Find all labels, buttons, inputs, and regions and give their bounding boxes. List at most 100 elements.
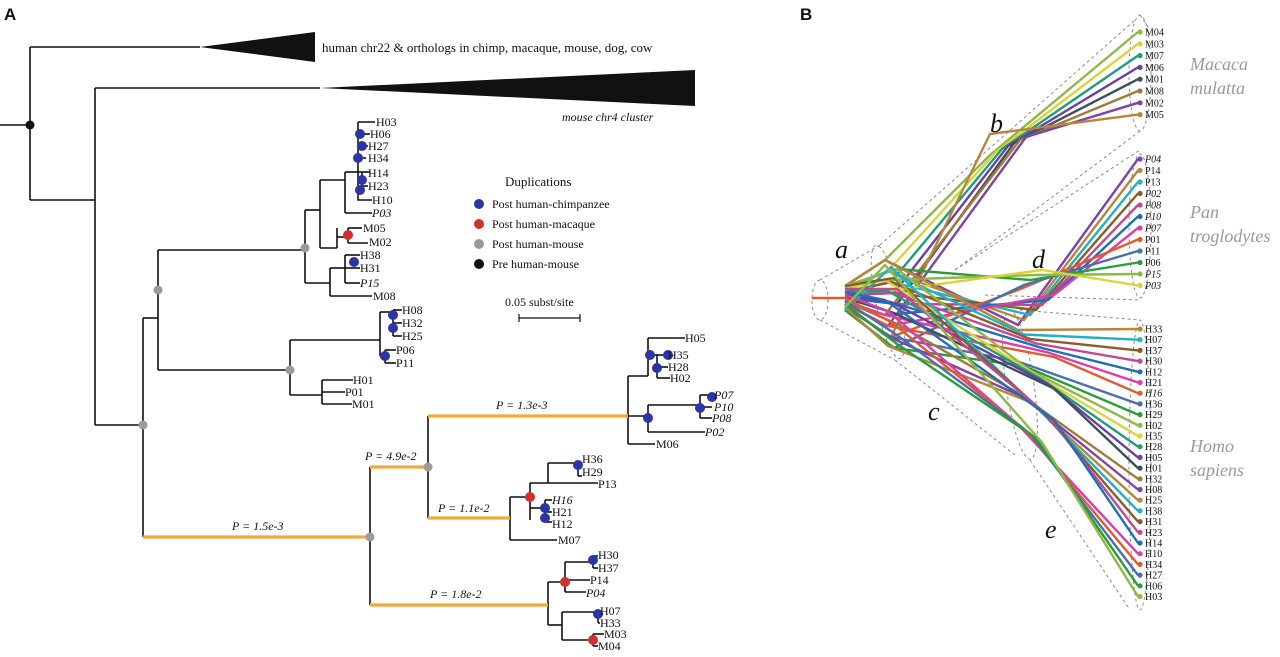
lineage-line [844, 267, 1139, 427]
leaf-label: P15 [1144, 270, 1161, 281]
leaf-dot [1137, 202, 1143, 208]
lineage-line [844, 299, 1139, 576]
lineage-line [844, 303, 1139, 587]
leaf-label: H33 [1145, 325, 1162, 336]
species-label-chimp: Pan troglodytes [1189, 202, 1270, 246]
segment-label-d: d [1032, 245, 1046, 274]
leaf-label: P14 [590, 573, 609, 587]
leaf-dot [1137, 76, 1143, 82]
leaf-label: P03 [371, 206, 391, 220]
pvalue-label: P = 1.5e-3 [231, 519, 284, 533]
pvalue-label: P = 1.1e-2 [437, 501, 490, 515]
leaf-label: M07 [1145, 51, 1164, 62]
leaf-label: H16 [1144, 389, 1162, 400]
leaf-label: H37 [1145, 346, 1162, 357]
leaf-label: P13 [598, 477, 617, 491]
leaf-label: H06 [1145, 581, 1162, 592]
leaf-label: H01 [1145, 464, 1162, 475]
leaf-label: M06 [656, 437, 679, 451]
leaf-label: P06 [1145, 258, 1161, 269]
legend-swatch-gray [474, 239, 484, 249]
legend-title: Duplications [505, 174, 571, 189]
legend: Duplications Post human-chimpanzee Post … [474, 174, 610, 271]
leaf-dot [1137, 422, 1143, 428]
duplication-markers [25, 120, 717, 645]
leaf-label: H02 [670, 371, 691, 385]
leaf-label: H23 [1145, 528, 1162, 539]
leaf-label: M02 [369, 235, 392, 249]
leaf-dot [1137, 64, 1143, 70]
pvalue-labels: P = 1.5e-3 P = 4.9e-2 P = 1.3e-3 P = 1.1… [231, 398, 548, 601]
lineage-line [844, 258, 1139, 332]
panel-b-label: B [800, 5, 812, 24]
leaf-dot [1137, 390, 1143, 396]
leaf-label: H07 [600, 604, 621, 618]
leaf-dot [1137, 271, 1143, 277]
leaf-label: H31 [360, 261, 381, 275]
scale-label: 0.05 subst/site [505, 295, 574, 309]
top-clade-label: human chr22 & orthologs in chimp, macaqu… [322, 40, 653, 55]
leaf-label: M04 [598, 639, 621, 653]
leaf-dot [1137, 337, 1143, 343]
leaf-label: H27 [1145, 571, 1162, 582]
leaf-label: P02 [1144, 189, 1161, 200]
leaf-dot [1137, 259, 1143, 266]
lineage-line [845, 287, 1139, 534]
leaf-label: M01 [352, 397, 375, 411]
leaf-label: H29 [1145, 410, 1162, 421]
leaf-label: P03 [1144, 281, 1161, 292]
lineage-line [844, 296, 1139, 373]
legend-label: Post human-chimpanzee [492, 197, 610, 211]
leaf-label: P10 [1144, 212, 1161, 223]
leaf-dot [1137, 190, 1143, 197]
leaf-label: P14 [1145, 166, 1161, 177]
leaf-dot [1137, 358, 1143, 364]
leaf-dot [1137, 401, 1143, 407]
leaf-label: H35 [668, 348, 689, 362]
leaf-label: P01 [345, 385, 364, 399]
leaf-dot [1137, 156, 1143, 162]
leaf-label: M07 [558, 533, 581, 547]
leaf-label: P07 [1144, 224, 1162, 235]
segment-label-c: c [928, 397, 940, 426]
lineage-line [844, 293, 1139, 555]
leaf-label: H05 [685, 331, 706, 345]
leaf-label: H36 [1145, 399, 1162, 410]
leaf-label: H30 [1145, 357, 1162, 368]
leaf-dot [1137, 369, 1143, 375]
leaf-label: H38 [360, 248, 381, 262]
leaf-label: M02 [1145, 98, 1164, 109]
leaf-label: M08 [373, 289, 396, 303]
leaf-label: H38 [1145, 506, 1162, 517]
leaf-label: H31 [1145, 517, 1162, 528]
segment-label-e: e [1045, 515, 1057, 544]
leaf-label: P11 [396, 356, 414, 370]
leaf-dot [1137, 236, 1143, 243]
leaf-label: M08 [1145, 87, 1164, 98]
leaf-label: P01 [1145, 235, 1161, 246]
pvalue-label: P = 1.3e-3 [495, 398, 548, 412]
leaf-label: H25 [402, 329, 423, 343]
leaf-label: H32 [402, 316, 423, 330]
leaf-label: H01 [353, 373, 374, 387]
legend-label: Post human-macaque [492, 217, 595, 231]
leaf-dot [1137, 282, 1143, 289]
leaf-label: M03 [604, 627, 627, 641]
pvalue-label: P = 1.8e-2 [429, 587, 482, 601]
leaf-label: H16 [551, 493, 573, 507]
leaf-label: H37 [598, 561, 619, 575]
leaf-dot [1137, 179, 1143, 185]
segment-label-a: a [835, 235, 848, 264]
leaf-dot [1137, 326, 1143, 332]
leaf-label: P08 [711, 411, 731, 425]
scale-bar: 0.05 subst/site [505, 295, 581, 322]
leaf-dot [1137, 529, 1143, 535]
collapsed-clade-chr22 [200, 32, 315, 62]
leaf-label: M06 [1145, 63, 1164, 74]
leaf-label: H03 [1145, 592, 1162, 603]
leaf-label: H10 [372, 193, 393, 207]
leaf-label: H34 [368, 151, 389, 165]
leaf-label: H14 [368, 166, 389, 180]
leaf-label: P10 [713, 400, 733, 414]
leaf-dot [1137, 476, 1143, 482]
